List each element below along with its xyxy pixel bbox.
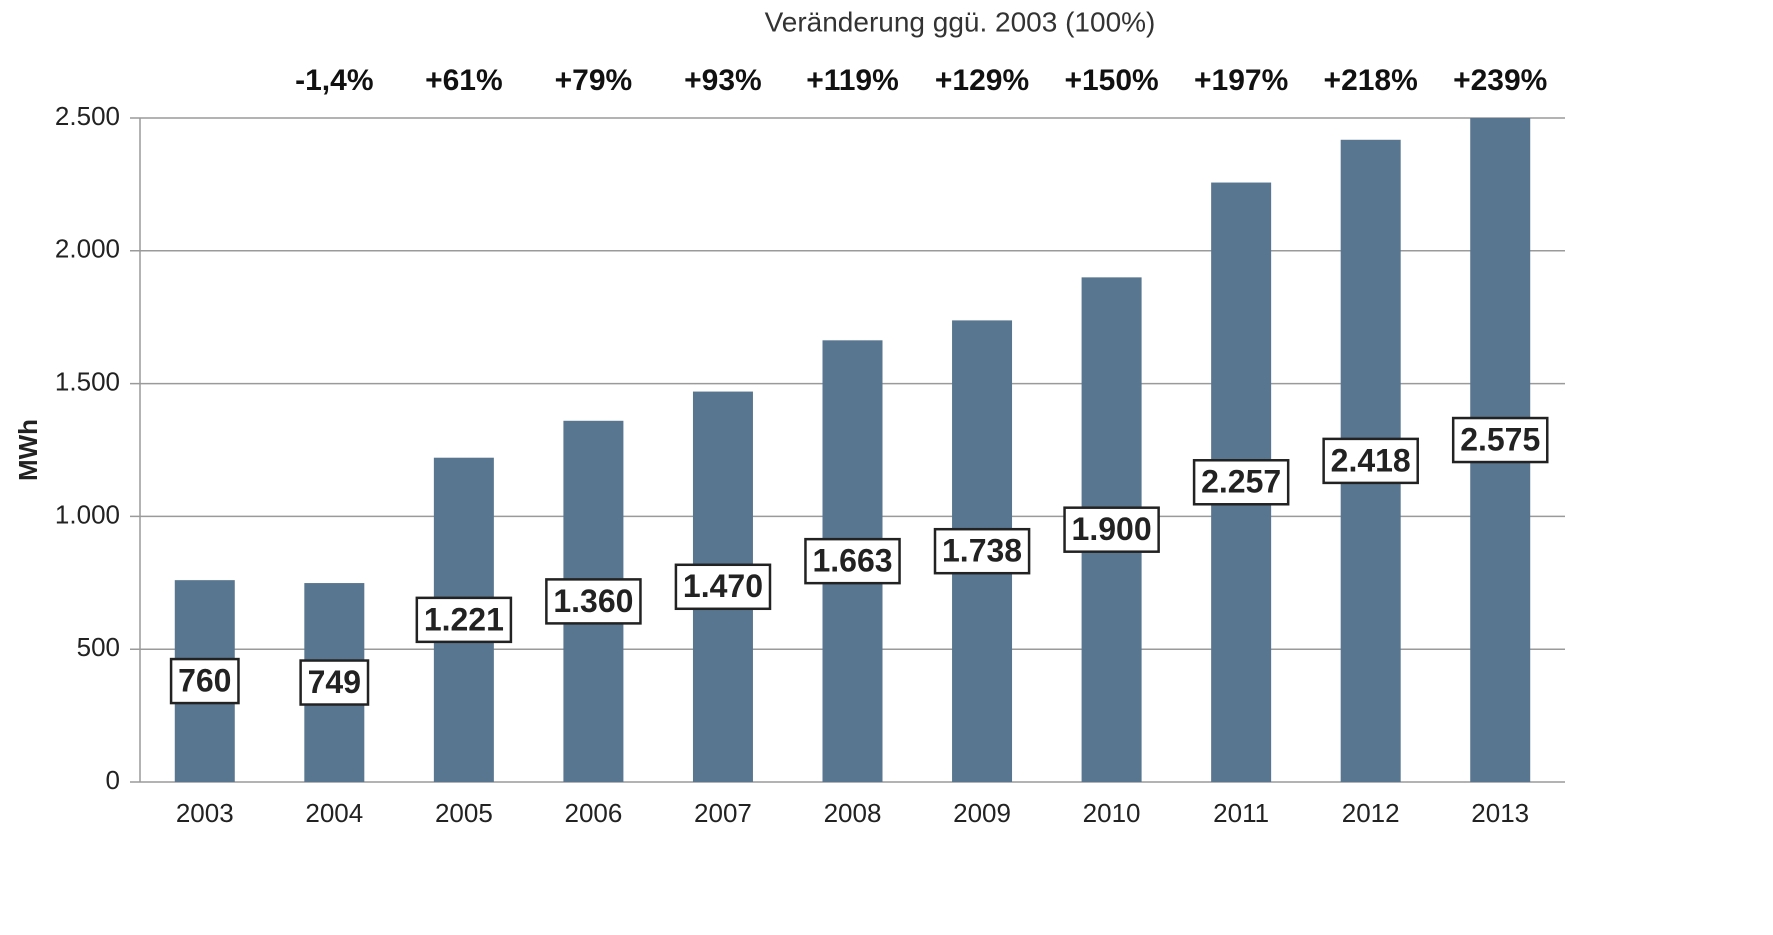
y-tick-label: 2.500 — [55, 101, 120, 131]
change-label: +93% — [684, 64, 762, 97]
x-tick-label: 2004 — [305, 798, 363, 828]
value-label: 749 — [308, 664, 361, 700]
x-tick-label: 2010 — [1083, 798, 1141, 828]
x-tick-label: 2012 — [1342, 798, 1400, 828]
value-label-box — [169, 657, 240, 705]
x-tick-label: 2011 — [1213, 798, 1269, 828]
value-label-box — [1322, 437, 1419, 485]
x-tick-label: 2013 — [1471, 798, 1529, 828]
value-label-box — [674, 563, 772, 611]
y-tick-label: 2.000 — [55, 234, 120, 264]
change-label: +61% — [425, 64, 503, 97]
y-axis-label: MWh — [13, 419, 43, 481]
value-label: 1.470 — [683, 568, 763, 604]
value-label-box — [1063, 506, 1160, 553]
change-label: +79% — [555, 64, 633, 97]
x-tick-label: 2006 — [564, 798, 622, 828]
change-label: -1,4% — [295, 64, 373, 97]
value-label-box — [545, 578, 642, 625]
change-label: +197% — [1194, 64, 1288, 97]
y-tick-label: 1.500 — [55, 366, 120, 396]
y-tick-label: 0 — [106, 765, 120, 795]
change-label: +150% — [1064, 64, 1158, 97]
value-label: 2.575 — [1460, 421, 1540, 457]
change-label: +218% — [1324, 64, 1418, 97]
value-label: 1.900 — [1072, 511, 1152, 547]
x-tick-label: 2009 — [953, 798, 1011, 828]
value-label: 2.418 — [1331, 442, 1411, 478]
value-label-box — [299, 659, 370, 706]
value-label-box — [1192, 459, 1290, 506]
x-tick-label: 2007 — [694, 798, 752, 828]
value-label-box — [1451, 416, 1549, 464]
value-label-box — [933, 527, 1031, 575]
value-label-box — [804, 537, 901, 585]
x-tick-label: 2008 — [824, 798, 882, 828]
value-label-box — [415, 596, 513, 644]
annotation-title: Veränderung ggü. 2003 (100%) — [765, 6, 1156, 37]
x-tick-label: 2003 — [176, 798, 234, 828]
value-label: 1.738 — [942, 533, 1022, 569]
value-label: 760 — [178, 663, 231, 699]
change-label: +239% — [1453, 64, 1547, 97]
x-tick-label: 2005 — [435, 798, 493, 828]
y-tick-label: 1.000 — [55, 499, 120, 529]
change-label: +119% — [806, 64, 899, 97]
y-tick-label: 500 — [77, 632, 120, 662]
value-label: 1.360 — [553, 583, 633, 619]
value-label: 1.663 — [812, 543, 892, 579]
change-label: +129% — [935, 64, 1029, 97]
value-label: 2.257 — [1201, 464, 1281, 500]
value-label: 1.221 — [424, 601, 504, 637]
